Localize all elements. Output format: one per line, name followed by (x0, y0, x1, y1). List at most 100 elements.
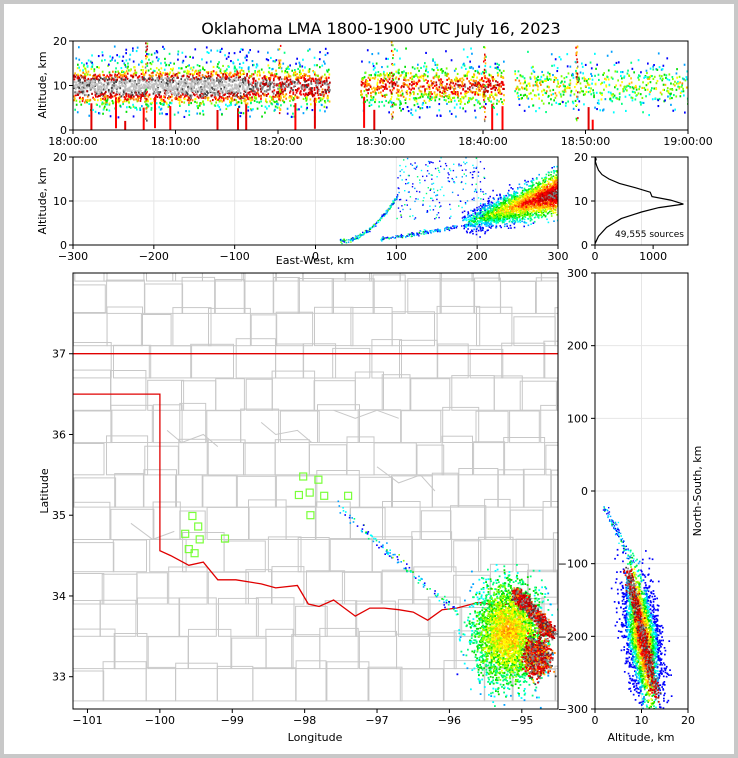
source-point (483, 84, 485, 87)
source-point (149, 67, 152, 70)
source-point (466, 56, 469, 59)
source-point (108, 109, 111, 112)
source-point (554, 92, 557, 95)
source-point (153, 70, 156, 73)
source-point (503, 195, 506, 198)
source-point (146, 48, 148, 51)
source-point (297, 82, 300, 85)
source-point (375, 92, 377, 95)
source-point (271, 98, 273, 101)
source-point (111, 58, 113, 61)
source-point (418, 89, 421, 92)
source-point (118, 99, 120, 102)
source-point (561, 194, 563, 196)
source-point (108, 90, 110, 93)
source-point (152, 74, 154, 77)
source-point (377, 91, 380, 94)
source-point (454, 79, 457, 82)
source-point (269, 83, 272, 86)
source-point (390, 95, 393, 98)
source-point (585, 80, 588, 83)
source-point (403, 70, 405, 73)
source-point (487, 78, 490, 81)
source-point (259, 83, 262, 86)
source-point (436, 88, 439, 91)
source-point (416, 102, 419, 105)
source-point (129, 106, 132, 109)
source-point (294, 69, 296, 72)
panel-a-xtick-label: 18:10:00 (151, 135, 200, 148)
source-point (562, 83, 565, 86)
source-point (492, 197, 495, 199)
source-point (150, 63, 153, 66)
source-point (453, 96, 456, 99)
source-point (615, 84, 617, 87)
source-point (187, 78, 189, 81)
source-point (176, 88, 179, 91)
source-point (200, 76, 202, 79)
source-point (506, 213, 509, 216)
source-point (560, 182, 562, 184)
source-point (590, 67, 593, 70)
source-point (231, 96, 234, 99)
source-point (410, 112, 412, 115)
source-point (657, 52, 660, 55)
source-point (671, 76, 674, 79)
source-point (297, 96, 300, 99)
source-point (559, 199, 561, 201)
source-point (388, 85, 391, 88)
source-point (575, 76, 577, 79)
source-point (144, 78, 147, 81)
source-point (138, 95, 140, 98)
source-point (184, 70, 186, 73)
source-point (151, 60, 154, 63)
source-point (200, 89, 202, 92)
source-point (240, 73, 242, 76)
source-point (250, 75, 253, 78)
source-point (265, 79, 268, 82)
source-point (361, 79, 364, 82)
source-point (256, 90, 259, 93)
source-point (225, 103, 227, 106)
source-point (591, 74, 593, 77)
source-point (553, 64, 556, 67)
source-point (639, 101, 642, 104)
source-point (380, 85, 383, 88)
source-point (252, 81, 254, 84)
source-point (582, 93, 585, 96)
source-point (496, 210, 498, 213)
source-point (378, 87, 380, 90)
source-point (323, 80, 326, 83)
source-point (81, 82, 84, 85)
source-point (195, 76, 198, 79)
source-point (492, 105, 494, 108)
source-point (681, 77, 684, 80)
source-point (230, 76, 233, 79)
source-point (560, 195, 562, 197)
source-point (405, 74, 407, 77)
source-point (306, 97, 308, 100)
source-point (505, 200, 508, 202)
source-point (256, 64, 259, 67)
source-point (224, 89, 227, 92)
source-point (167, 84, 169, 87)
source-point (247, 80, 250, 83)
source-point (213, 91, 216, 94)
source-point (361, 60, 363, 63)
source-point (162, 99, 165, 102)
source-point (298, 87, 300, 90)
source-point (427, 96, 430, 99)
source-point (388, 78, 391, 81)
source-point (244, 81, 246, 84)
source-point (411, 78, 414, 81)
source-point (306, 86, 309, 89)
panel-a-xtick-label: 18:50:00 (561, 135, 610, 148)
source-point (141, 92, 144, 95)
source-point (136, 46, 139, 49)
source-point (167, 105, 170, 108)
source-point (632, 87, 635, 90)
source-point (455, 67, 457, 70)
source-point (579, 82, 582, 85)
source-point (572, 76, 575, 79)
source-point (197, 86, 200, 89)
